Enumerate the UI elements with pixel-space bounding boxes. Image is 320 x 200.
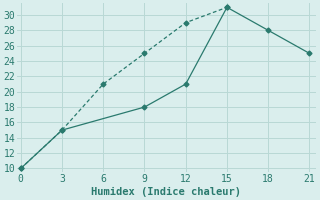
X-axis label: Humidex (Indice chaleur): Humidex (Indice chaleur) xyxy=(92,186,242,197)
